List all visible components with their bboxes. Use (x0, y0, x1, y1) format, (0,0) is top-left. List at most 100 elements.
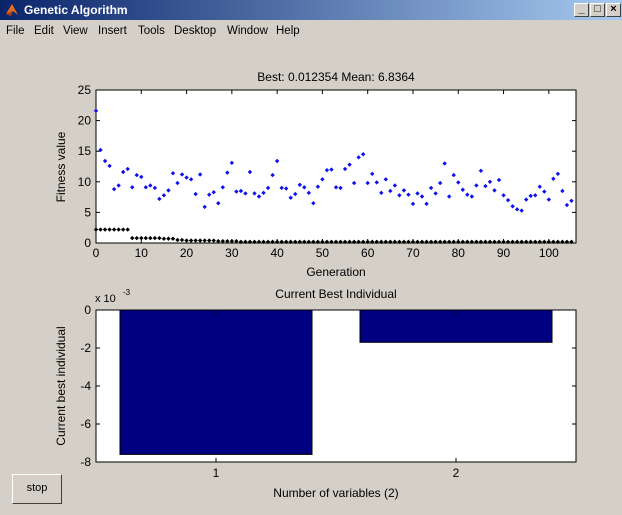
best-fitness-point (225, 238, 230, 244)
menu-file[interactable]: File (6, 25, 25, 37)
best-fitness-point (139, 235, 144, 241)
title-bar: Genetic Algorithm _ □ × (0, 0, 622, 20)
best-fitness-point (243, 239, 248, 244)
best-fitness-point (501, 239, 506, 244)
best-fitness-point (474, 239, 479, 244)
mean-fitness-point (424, 201, 429, 207)
mean-fitness-point (202, 204, 207, 210)
best-fitness-point (120, 227, 126, 232)
mean-fitness-point (338, 185, 343, 191)
mean-fitness-point (333, 185, 339, 190)
mean-fitness-point (315, 184, 321, 189)
mean-fitness-point (451, 172, 456, 178)
best-fitness-point (148, 235, 153, 241)
fitness-x-tick-label: 0 (93, 246, 100, 260)
best-fitness-point (370, 239, 375, 244)
best-fitness-point (442, 239, 447, 244)
best-fitness-point (161, 236, 167, 241)
mean-fitness-point (302, 185, 307, 190)
fitness-x-tick-label: 10 (135, 246, 149, 260)
minimize-button[interactable]: _ (574, 3, 589, 17)
figure-canvas: Best: 0.012354 Mean: 6.8364 Generation F… (0, 42, 622, 515)
best-fitness-point (288, 239, 293, 244)
best-fitness-point (170, 236, 176, 241)
mean-fitness-point (419, 194, 425, 199)
mean-fitness-point (274, 158, 280, 164)
mean-fitness-point (120, 169, 126, 175)
mean-fitness-point (166, 188, 171, 193)
menu-tools[interactable]: Tools (138, 25, 165, 37)
best-fitness-point (216, 238, 221, 244)
mean-fitness-point (184, 175, 189, 180)
best-fitness-point (188, 238, 194, 243)
menu-desktop[interactable]: Desktop (174, 25, 217, 37)
mean-fitness-point (492, 188, 497, 193)
mean-fitness-point (437, 180, 443, 186)
bar-y-tick-label: -8 (80, 455, 91, 469)
best-fitness-point (487, 239, 493, 244)
mean-fitness-point (261, 190, 266, 196)
mean-fitness-point (356, 155, 361, 160)
mean-fitness-point (161, 193, 167, 198)
fitness-x-tick-label: 70 (406, 246, 420, 260)
best-fitness-point (252, 239, 257, 244)
mean-fitness-point (311, 201, 316, 206)
mean-fitness-point (107, 163, 112, 169)
mean-fitness-point (519, 208, 524, 213)
mean-fitness-point (98, 147, 103, 153)
best-fitness-point (342, 239, 348, 244)
best-fitness-point (256, 239, 262, 244)
menu-insert[interactable]: Insert (98, 25, 127, 37)
best-fitness-point (569, 239, 574, 244)
best-fitness-point (483, 239, 488, 244)
best-fitness-point (360, 239, 366, 244)
menu-view[interactable]: View (63, 25, 88, 37)
best-fitness-point (102, 227, 108, 232)
mean-fitness-point (170, 171, 176, 176)
best-fitness-point (437, 239, 443, 244)
best-fitness-point (555, 239, 561, 244)
mean-fitness-point (523, 197, 529, 202)
mean-fitness-point (533, 193, 538, 198)
maximize-button[interactable]: □ (590, 3, 605, 17)
best-fitness-point (410, 239, 416, 244)
best-fitness-point (220, 238, 225, 244)
best-fitness-point (478, 239, 484, 244)
mean-fitness-point (229, 160, 235, 166)
fitness-y-tick-label: 5 (84, 205, 91, 219)
best-fitness-point (261, 239, 266, 244)
mean-fitness-point (211, 190, 216, 195)
mean-fitness-point (247, 169, 253, 175)
fitness-y-tick-label: 0 (84, 236, 91, 250)
mean-fitness-point (505, 197, 511, 203)
fitness-y-tick-label: 25 (78, 83, 92, 97)
mean-fitness-point (193, 191, 198, 197)
exponent-value: -3 (123, 288, 131, 297)
best-fitness-point (564, 239, 570, 244)
best-fitness-point (469, 239, 475, 244)
best-fitness-point (125, 227, 130, 232)
best-fitness-point (184, 238, 189, 243)
mean-fitness-point (102, 158, 108, 164)
best-fitness-point (514, 239, 520, 244)
mean-fitness-point (220, 185, 225, 190)
mean-fitness-point (130, 185, 135, 190)
mean-fitness-point (139, 174, 144, 180)
best-fitness-point (279, 239, 284, 244)
menu-window[interactable]: Window (227, 25, 268, 37)
mean-fitness-point (234, 189, 239, 194)
mean-fitness-point (483, 183, 488, 189)
close-button[interactable]: × (606, 3, 621, 17)
mean-fitness-point (569, 198, 574, 203)
best-fitness-point (428, 239, 434, 244)
stop-button[interactable]: stop (12, 474, 62, 504)
best-fitness-point (293, 239, 298, 244)
mean-fitness-point (401, 188, 407, 193)
mean-fitness-point (510, 204, 515, 209)
best-fitness-point (406, 239, 411, 244)
menu-help[interactable]: Help (276, 25, 300, 37)
best-fitness-point (297, 239, 302, 244)
bar-y-tick-label: -2 (80, 341, 91, 355)
menu-edit[interactable]: Edit (34, 25, 54, 37)
best-fitness-point (107, 227, 112, 232)
